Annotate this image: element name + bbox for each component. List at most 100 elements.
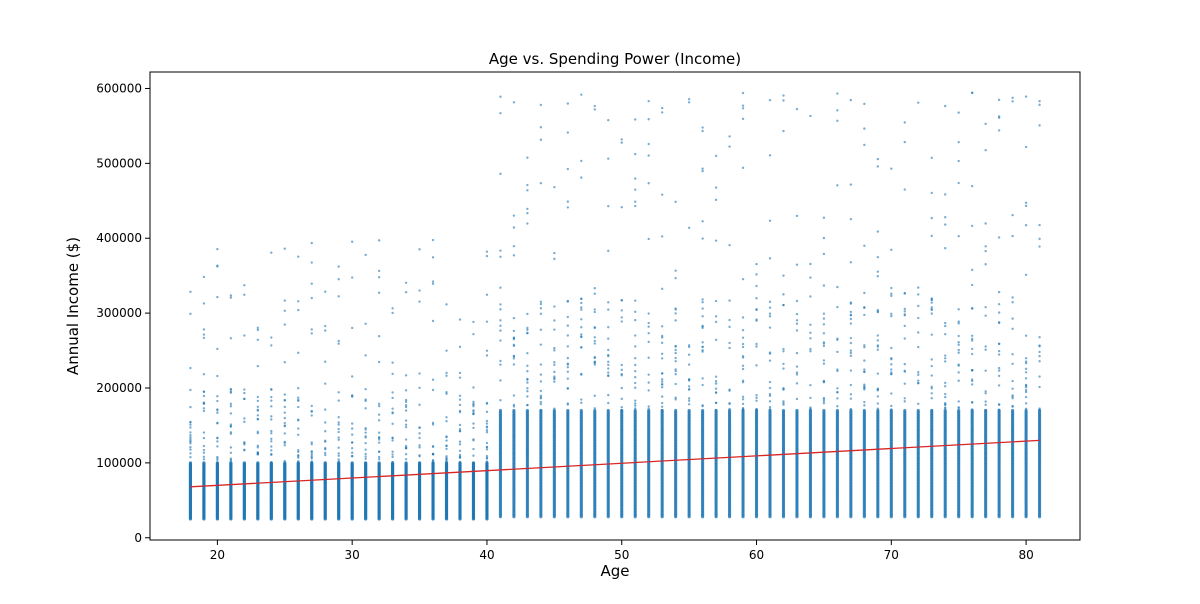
data-point: [364, 407, 367, 410]
data-point: [512, 226, 516, 229]
data-point: [917, 304, 920, 308]
data-point: [674, 360, 677, 363]
data-point: [391, 422, 394, 426]
data-point: [876, 256, 880, 259]
data-point: [903, 307, 906, 311]
data-point: [890, 357, 893, 360]
data-point: [243, 420, 246, 424]
data-point: [458, 371, 462, 375]
data-point: [189, 437, 192, 441]
data-point: [404, 423, 408, 427]
data-point: [701, 345, 704, 349]
data-point: [822, 332, 826, 335]
data-point: [714, 198, 718, 202]
data-point: [377, 455, 381, 459]
data-point: [202, 444, 206, 448]
data-point: [229, 451, 233, 455]
data-point: [202, 328, 206, 331]
data-point: [580, 159, 583, 163]
data-point: [620, 409, 623, 412]
data-point: [377, 269, 381, 273]
data-point: [714, 391, 718, 394]
data-point: [552, 408, 556, 413]
data-point: [903, 369, 906, 372]
data-point: [458, 403, 462, 407]
data-point: [741, 104, 745, 107]
data-point: [256, 326, 260, 330]
data-point: [270, 437, 273, 441]
data-point: [297, 433, 300, 436]
data-point: [903, 313, 906, 316]
data-point: [782, 347, 785, 351]
data-point: [216, 440, 219, 443]
data-point: [256, 461, 260, 465]
data-point: [404, 405, 408, 409]
data-point: [350, 375, 354, 378]
data-point: [782, 387, 785, 390]
data-point: [593, 363, 596, 366]
data-point: [903, 337, 906, 340]
data-point: [458, 398, 462, 401]
data-point: [741, 316, 745, 319]
data-point: [917, 101, 920, 104]
data-point: [270, 344, 273, 347]
data-point: [634, 369, 637, 373]
data-point: [229, 391, 233, 394]
data-point: [229, 460, 233, 463]
data-point: [445, 461, 448, 464]
data-point: [728, 243, 731, 247]
data-point: [337, 430, 340, 434]
data-point: [297, 300, 300, 303]
data-point: [741, 277, 745, 281]
data-point: [890, 312, 893, 316]
data-point: [350, 276, 354, 279]
data-point: [849, 313, 853, 317]
data-point: [863, 127, 866, 130]
data-point: [243, 449, 246, 452]
data-point: [620, 320, 623, 323]
data-point: [350, 447, 354, 450]
data-point: [445, 435, 448, 438]
data-point: [539, 409, 543, 412]
data-point: [499, 363, 502, 366]
data-point: [634, 399, 637, 402]
data-point: [741, 406, 745, 410]
data-point: [526, 183, 529, 187]
data-point: [863, 368, 866, 371]
data-point: [701, 167, 704, 170]
data-point: [458, 443, 462, 446]
data-point: [580, 318, 583, 321]
data-point: [917, 402, 920, 406]
data-point: [324, 382, 327, 385]
data-point: [391, 407, 394, 410]
data-point: [472, 438, 475, 441]
data-point: [634, 345, 637, 348]
data-point: [660, 405, 664, 408]
data-point: [580, 398, 583, 401]
data-point: [903, 291, 906, 295]
data-point: [566, 102, 570, 105]
data-point: [768, 359, 772, 362]
data-point: [876, 275, 880, 278]
data-point: [728, 341, 731, 345]
data-point: [418, 426, 421, 429]
data-point: [634, 334, 637, 337]
data-point: [256, 418, 260, 421]
data-point: [553, 361, 556, 364]
data-point: [809, 396, 812, 400]
data-point: [930, 364, 933, 368]
data-point: [863, 244, 866, 247]
data-point: [256, 446, 260, 449]
data-point: [634, 363, 637, 367]
data-point: [890, 372, 893, 376]
data-point: [404, 400, 408, 404]
data-point: [364, 322, 367, 326]
data-point: [485, 445, 489, 449]
data-point: [553, 346, 556, 350]
data-point: [242, 461, 246, 465]
data-point: [674, 372, 677, 376]
data-point: [539, 402, 543, 406]
data-point: [499, 172, 502, 176]
data-point: [418, 432, 421, 435]
data-point: [701, 377, 704, 380]
